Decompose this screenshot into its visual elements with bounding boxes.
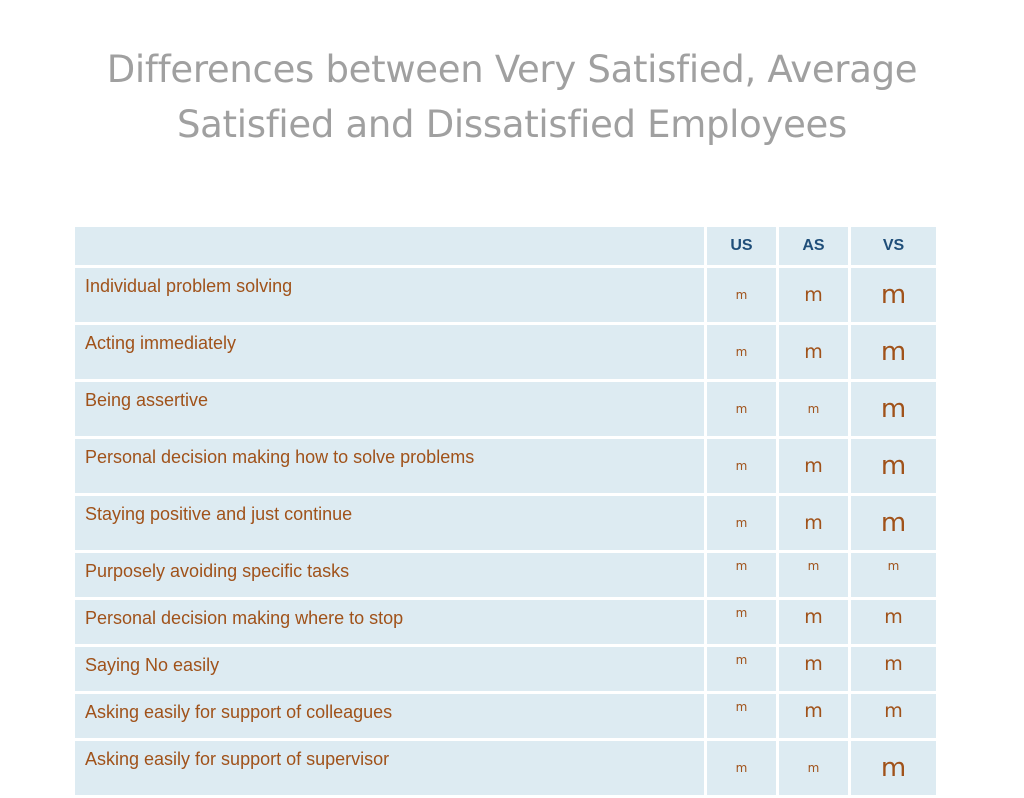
mark-cell-as: m	[776, 322, 851, 382]
row-label: Individual problem solving	[72, 265, 707, 325]
slide-title-line-2: Satisfied and Dissatisfied Employees	[176, 103, 847, 146]
row-label: Personal decision making where to stop	[72, 597, 707, 647]
mark-cell-vs: m	[848, 265, 939, 325]
row-label: Personal decision making how to solve pr…	[72, 436, 707, 496]
table-row: Asking easily for support of supervisor m…	[72, 738, 939, 798]
mark-cell-as: m	[776, 597, 851, 647]
comparison-table: US AS VS Individual problem solving m m m Ac…	[72, 224, 939, 798]
mark-cell-us: m	[704, 322, 779, 382]
mark-cell-vs: m	[848, 493, 939, 553]
mark-cell-us: m	[704, 436, 779, 496]
mark-cell-as: m	[776, 691, 851, 741]
slide-title: Differences between Very Satisfied, Aver…	[0, 42, 1024, 152]
mark-cell-us: m	[704, 691, 779, 741]
table-row: Individual problem solving m m m	[72, 265, 939, 325]
row-label: Asking easily for support of supervisor	[72, 738, 707, 798]
row-label: Acting immediately	[72, 322, 707, 382]
mark-cell-us: m	[704, 379, 779, 439]
row-label: Asking easily for support of colleagues	[72, 691, 707, 741]
mark-cell-vs: m	[848, 550, 939, 600]
mark-cell-vs: m	[848, 644, 939, 694]
header-as: AS	[776, 224, 851, 268]
mark-cell-as: m	[776, 265, 851, 325]
table-row: Staying positive and just continue m m m	[72, 493, 939, 553]
row-label: Purposely avoiding specific tasks	[72, 550, 707, 600]
header-us: US	[704, 224, 779, 268]
mark-cell-as: m	[776, 550, 851, 600]
mark-cell-us: m	[704, 738, 779, 798]
header-blank-cell	[72, 224, 707, 268]
table-row: Acting immediately m m m	[72, 322, 939, 382]
table-header-row: US AS VS	[72, 224, 939, 268]
mark-cell-vs: m	[848, 322, 939, 382]
header-vs: VS	[848, 224, 939, 268]
mark-cell-vs: m	[848, 738, 939, 798]
mark-cell-vs: m	[848, 597, 939, 647]
mark-cell-as: m	[776, 493, 851, 553]
table-row: Purposely avoiding specific tasks m m m	[72, 550, 939, 600]
mark-cell-vs: m	[848, 436, 939, 496]
table-row: Being assertive m m m	[72, 379, 939, 439]
table-row: Personal decision making how to solve pr…	[72, 436, 939, 496]
mark-cell-vs: m	[848, 691, 939, 741]
mark-cell-as: m	[776, 436, 851, 496]
mark-cell-us: m	[704, 644, 779, 694]
mark-cell-us: m	[704, 597, 779, 647]
slide-title-line-1: Differences between Very Satisfied, Aver…	[106, 48, 918, 91]
mark-cell-as: m	[776, 644, 851, 694]
mark-cell-vs: m	[848, 379, 939, 439]
row-label: Being assertive	[72, 379, 707, 439]
mark-cell-as: m	[776, 738, 851, 798]
table-row: Saying No easily m m m	[72, 644, 939, 694]
row-label: Saying No easily	[72, 644, 707, 694]
table-row: Asking easily for support of colleagues m…	[72, 691, 939, 741]
table-body: Individual problem solving m m m Acting imme…	[72, 265, 939, 798]
mark-cell-us: m	[704, 493, 779, 553]
mark-cell-us: m	[704, 550, 779, 600]
row-label: Staying positive and just continue	[72, 493, 707, 553]
mark-cell-as: m	[776, 379, 851, 439]
mark-cell-us: m	[704, 265, 779, 325]
table-row: Personal decision making where to stop m m…	[72, 597, 939, 647]
